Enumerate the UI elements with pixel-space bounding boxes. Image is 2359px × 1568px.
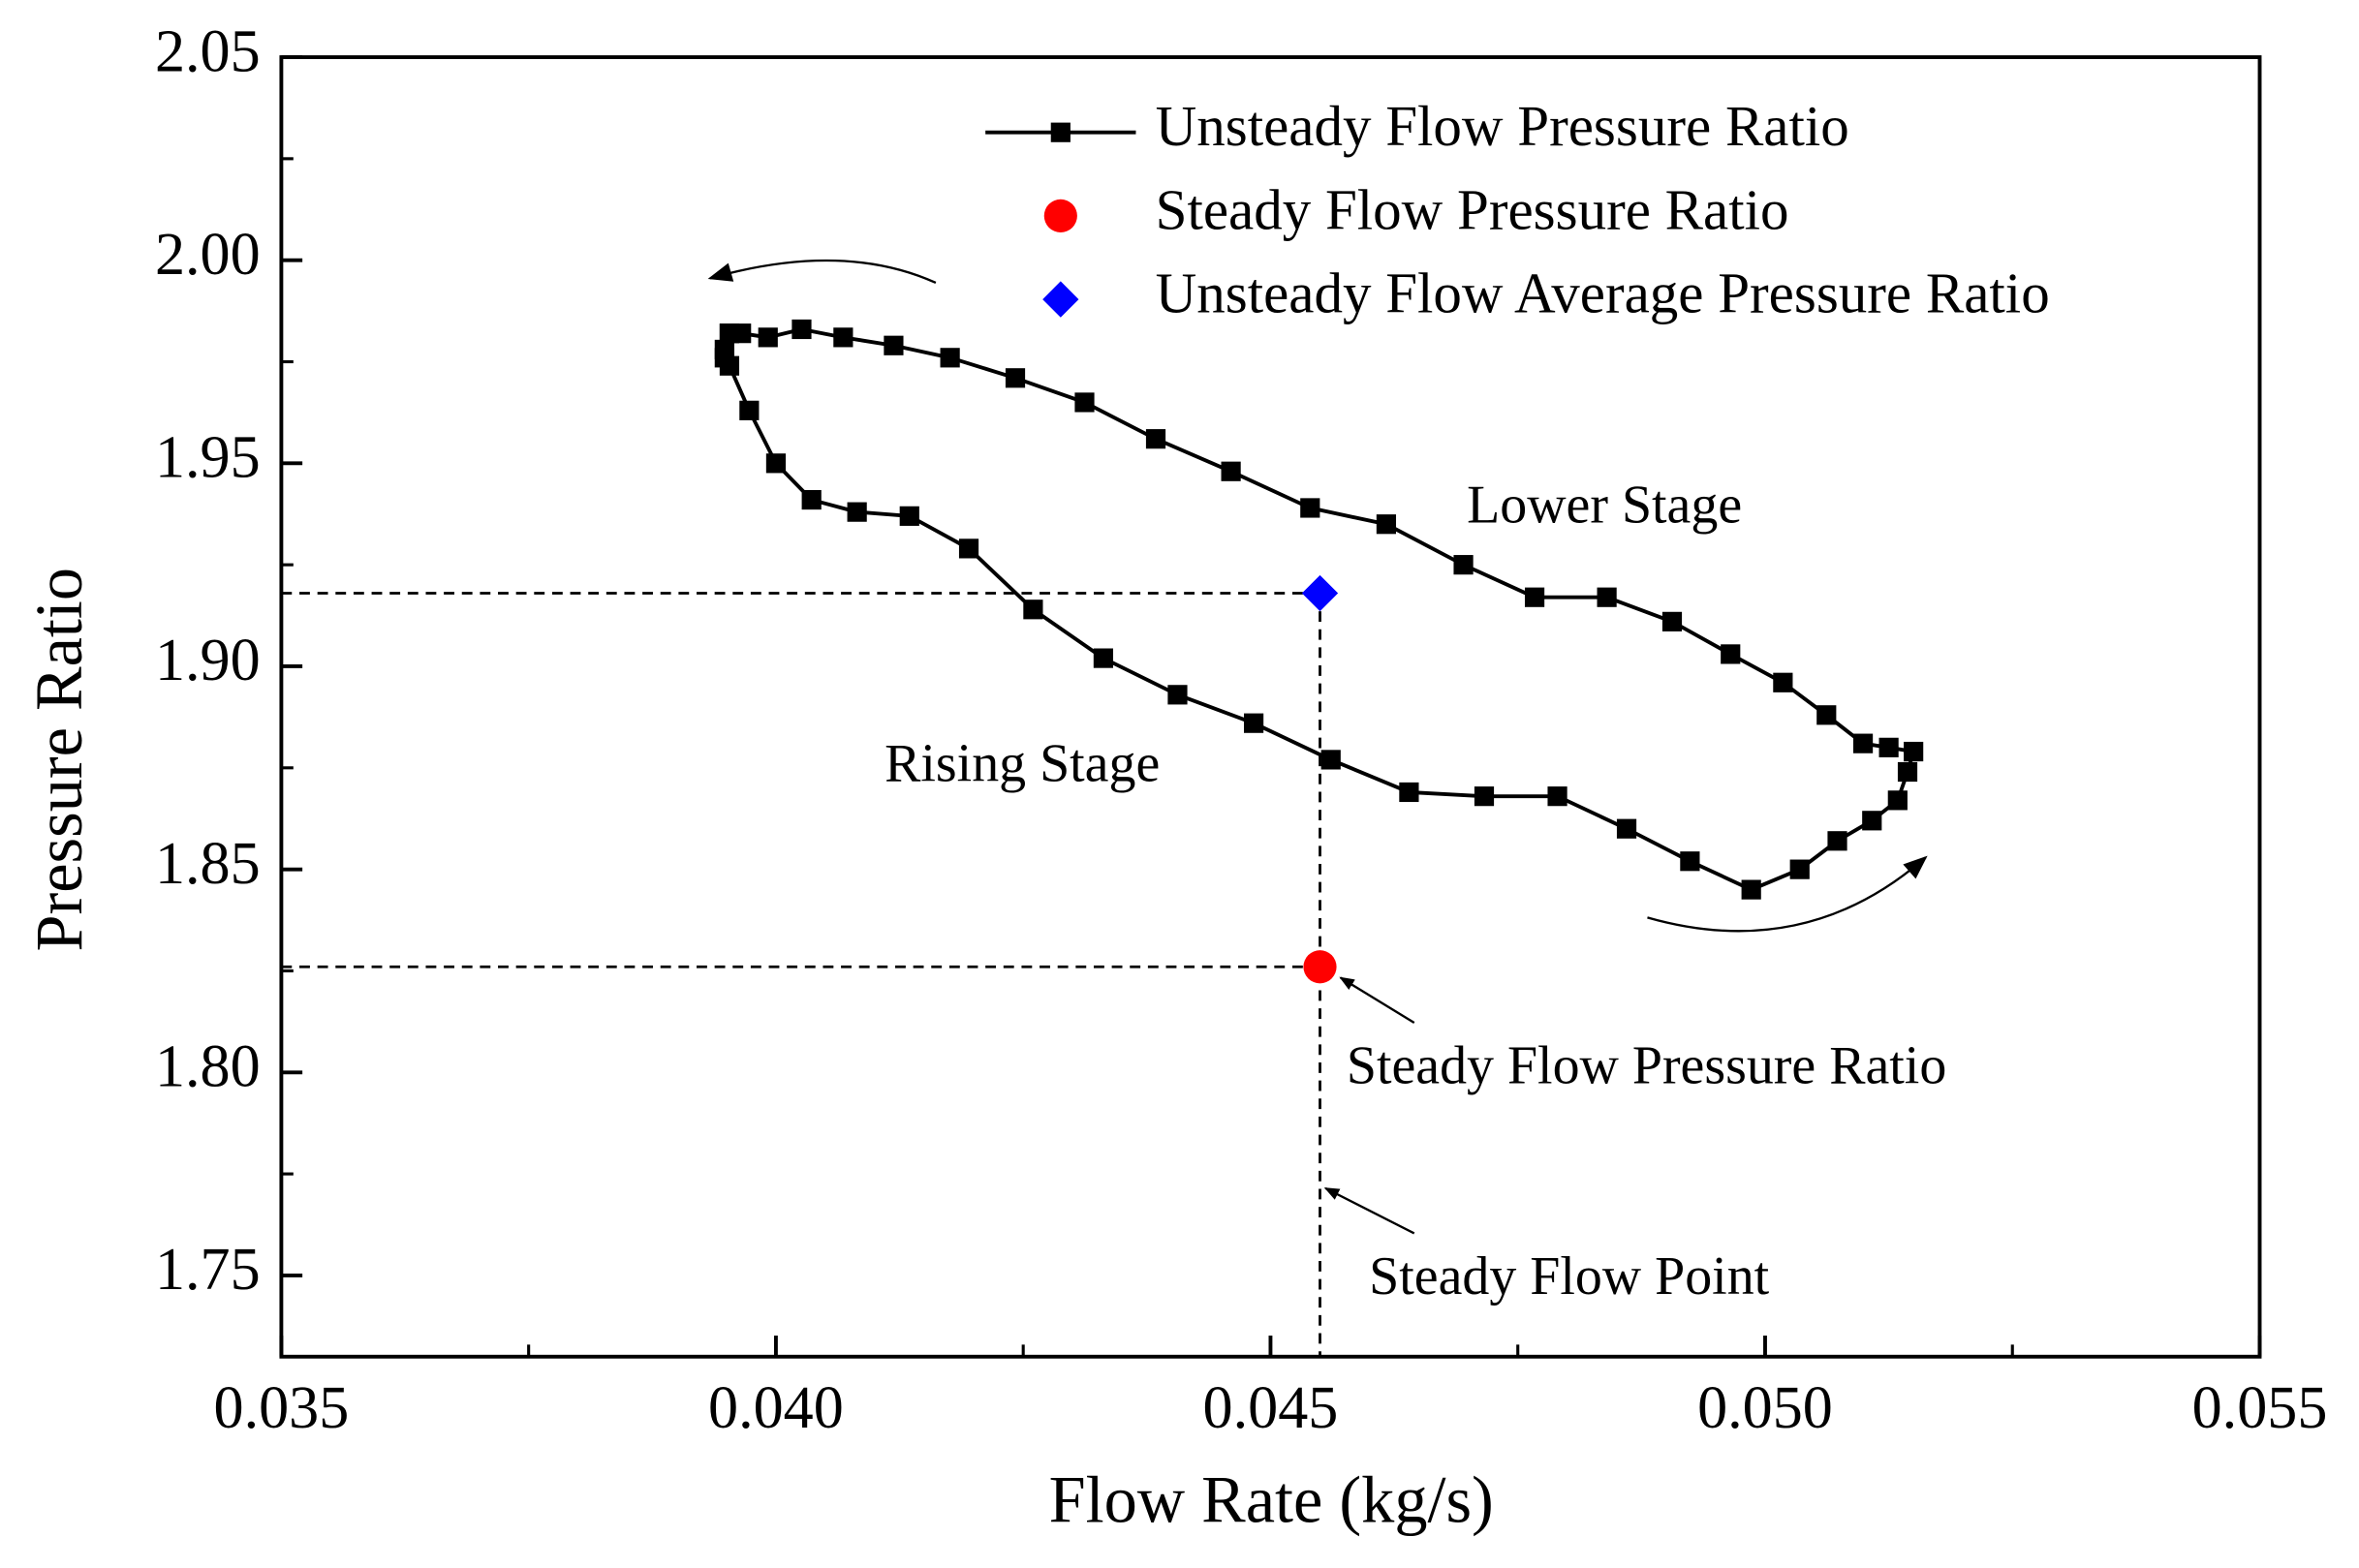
marker: [1221, 461, 1241, 481]
y-tick-label: 1.90: [155, 628, 261, 693]
y-tick-label: 2.05: [155, 18, 261, 84]
y-tick-label: 1.80: [155, 1034, 261, 1100]
annotation-arrow: [1323, 1186, 1415, 1235]
x-tick-label: 0.055: [2192, 1375, 2328, 1441]
marker: [1145, 429, 1166, 449]
marker: [1303, 950, 1337, 984]
marker: [1474, 786, 1495, 807]
marker: [1887, 790, 1908, 811]
marker: [1167, 685, 1188, 705]
marker: [1616, 818, 1637, 839]
marker: [1301, 574, 1339, 612]
marker: [1074, 392, 1095, 413]
legend-marker: [1042, 281, 1079, 318]
marker: [899, 506, 919, 526]
marker: [958, 538, 979, 559]
marker: [1597, 587, 1617, 607]
marker: [1741, 879, 1761, 900]
legend-label: Steady Flow Pressure Ratio: [1156, 177, 1789, 241]
y-tick-label: 1.75: [155, 1237, 261, 1303]
x-axis-title: Flow Rate (kg/s): [1049, 1463, 1494, 1537]
marker: [847, 502, 867, 522]
marker: [833, 327, 854, 348]
marker: [1878, 737, 1899, 757]
y-tick-label: 1.95: [155, 425, 261, 491]
marker: [765, 453, 787, 474]
legend-marker: [1050, 122, 1071, 142]
y-axis-title: Pressure Ratio: [22, 568, 96, 952]
legend-label: Unsteady Flow Average Pressure Ratio: [1156, 261, 2050, 325]
marker: [1300, 498, 1320, 518]
x-tick-label: 0.045: [1203, 1375, 1339, 1441]
annotation: Steady Flow Point: [1369, 1246, 1769, 1307]
marker: [1244, 713, 1264, 733]
marker: [1904, 741, 1924, 762]
marker: [1721, 644, 1741, 664]
marker: [1773, 672, 1793, 692]
marker: [1524, 587, 1545, 607]
marker: [1789, 859, 1810, 879]
marker: [719, 323, 740, 344]
marker: [1862, 811, 1882, 831]
x-tick-label: 0.050: [1697, 1375, 1833, 1441]
marker: [739, 400, 760, 420]
y-tick-label: 2.00: [155, 222, 261, 288]
x-tick-label: 0.035: [214, 1375, 350, 1441]
marker: [1827, 831, 1847, 851]
marker: [1661, 611, 1683, 631]
marker: [801, 489, 822, 510]
annotation-arrow: [1339, 976, 1415, 1025]
annotation: Steady Flow Pressure Ratio: [1347, 1036, 1946, 1096]
marker: [1399, 782, 1419, 803]
annotation: Lower Stage: [1467, 475, 1742, 535]
y-tick-label: 1.85: [155, 831, 261, 897]
marker: [1376, 514, 1397, 535]
marker: [940, 348, 960, 368]
marker: [1093, 648, 1113, 668]
direction-arrow: [1647, 855, 1928, 933]
marker: [1005, 368, 1026, 388]
marker: [1680, 851, 1700, 872]
marker: [1023, 600, 1043, 620]
direction-arrow: [707, 259, 937, 285]
marker: [758, 327, 778, 348]
marker: [1816, 705, 1837, 725]
annotation: Rising Stage: [885, 733, 1160, 793]
plot-frame: [279, 55, 2262, 1359]
legend-marker: [1043, 199, 1077, 232]
marker: [714, 339, 734, 360]
legend-label: Unsteady Flow Pressure Ratio: [1156, 94, 1849, 158]
marker: [1320, 750, 1341, 770]
marker: [1852, 733, 1874, 753]
x-tick-label: 0.040: [708, 1375, 844, 1441]
marker: [884, 335, 904, 355]
marker: [1547, 786, 1567, 807]
marker: [1897, 761, 1918, 783]
marker: [1453, 555, 1474, 575]
marker: [792, 319, 812, 340]
